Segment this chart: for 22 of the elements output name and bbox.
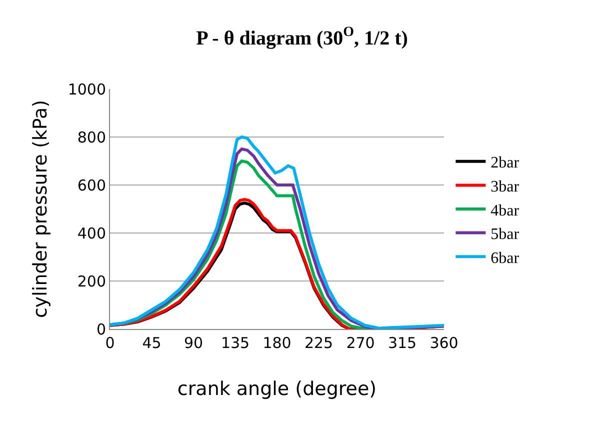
x-tick-label: 360 (430, 334, 458, 352)
legend-label: 2bar (490, 154, 520, 172)
x-axis-title: crank angle (degree) (177, 378, 377, 400)
x-tick-label: 315 (388, 334, 417, 352)
x-tick-label: 45 (142, 334, 162, 352)
y-tick-label: 1000 (68, 80, 106, 98)
y-tick-label: 600 (77, 176, 106, 194)
y-tick-label: 400 (77, 224, 106, 242)
chart-title: P - θ diagram (30$^{O}$, 1/2 t) (196, 24, 408, 50)
y-tick-label: 0 (96, 320, 106, 338)
y-axis-title: cylinder pressure (kPa) (30, 100, 52, 318)
y-tick-label: 800 (77, 128, 106, 146)
y-tick-label: 200 (77, 272, 106, 290)
legend-label: 5bar (490, 226, 520, 244)
x-tick-label: 135 (220, 334, 250, 352)
legend-label: 6bar (490, 250, 520, 267)
x-tick-label: 225 (304, 334, 334, 352)
legend-label: 4bar (490, 202, 520, 220)
legend-label: 3bar (490, 178, 520, 196)
x-tick-label: 270 (346, 334, 375, 352)
x-tick-label: 180 (262, 334, 292, 352)
x-tick-label: 90 (184, 334, 204, 352)
